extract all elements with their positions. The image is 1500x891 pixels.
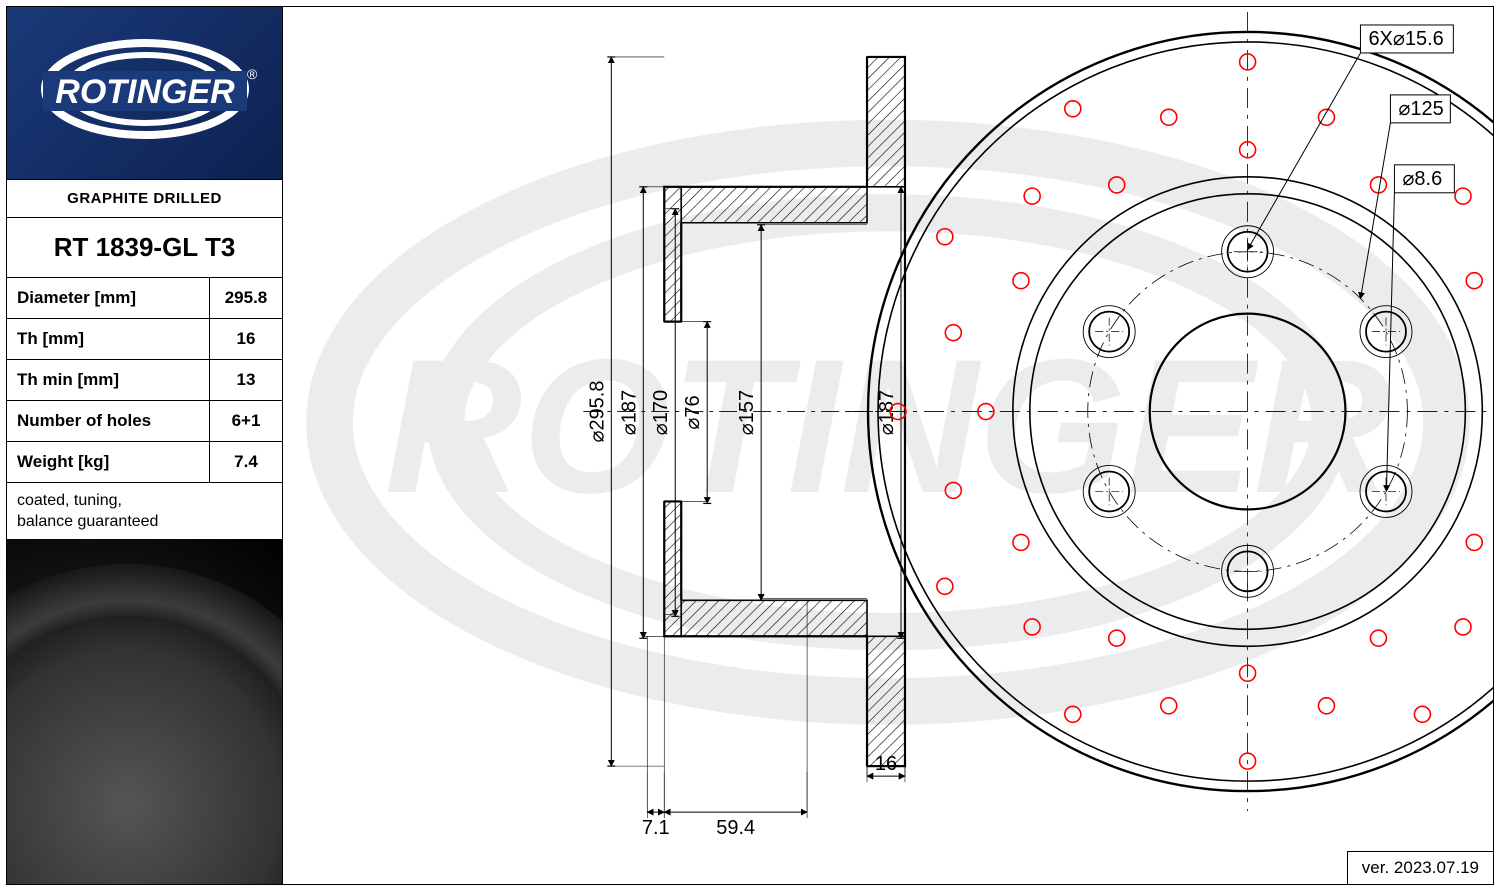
drawing-frame: ROTINGER ® GRAPHITE DRILLED RT 1839-GL T… [6,6,1494,885]
spec-value: 13 [210,360,282,400]
technical-drawing: ROTINGER ⌀295.8⌀187⌀170⌀76⌀157⌀1877.159.… [283,7,1493,884]
spec-value: 295.8 [210,278,282,318]
rotinger-logo: ROTINGER ® [25,33,265,153]
notes: coated, tuning,balance guaranteed [7,483,282,539]
version-label: ver. 2023.07.19 [1347,851,1493,884]
svg-text:59.4: 59.4 [716,817,755,839]
svg-text:⌀125: ⌀125 [1398,98,1443,120]
svg-text:7.1: 7.1 [642,817,670,839]
svg-text:6X⌀15.6: 6X⌀15.6 [1368,28,1443,50]
product-subtitle: GRAPHITE DRILLED [7,179,282,218]
logo-box: ROTINGER ® [7,7,282,179]
spec-label: Th min [mm] [7,360,210,400]
svg-text:⌀187: ⌀187 [618,390,640,435]
svg-text:®: ® [247,66,258,82]
part-number: RT 1839-GL T3 [7,218,282,278]
svg-text:⌀157: ⌀157 [736,390,758,435]
product-photo [7,539,282,884]
svg-text:⌀295.8: ⌀295.8 [586,381,608,443]
spec-label: Number of holes [7,401,210,441]
spec-value: 7.4 [210,442,282,482]
svg-text:16: 16 [875,753,897,775]
svg-text:⌀76: ⌀76 [682,395,704,429]
svg-text:⌀187: ⌀187 [876,390,898,435]
spec-row: Diameter [mm] 295.8 [7,278,282,319]
spec-label: Diameter [mm] [7,278,210,318]
spec-row: Th min [mm] 13 [7,360,282,401]
drawing-svg: ⌀295.8 ⌀187 ⌀170 ⌀76 ⌀157 ⌀187 7.1 59.4 16 6X⌀15.… [283,7,1493,884]
spec-row: Th [mm] 16 [7,319,282,360]
svg-text:ROTINGER: ROTINGER [55,73,235,111]
spec-value: 16 [210,319,282,359]
svg-text:⌀170: ⌀170 [650,390,672,435]
svg-text:⌀8.6: ⌀8.6 [1402,168,1442,190]
spec-label: Weight [kg] [7,442,210,482]
spec-label: Th [mm] [7,319,210,359]
spec-row: Number of holes 6+1 [7,401,282,442]
info-panel: ROTINGER ® GRAPHITE DRILLED RT 1839-GL T… [7,7,283,884]
spec-value: 6+1 [210,401,282,441]
spec-row: Weight [kg] 7.4 [7,442,282,483]
